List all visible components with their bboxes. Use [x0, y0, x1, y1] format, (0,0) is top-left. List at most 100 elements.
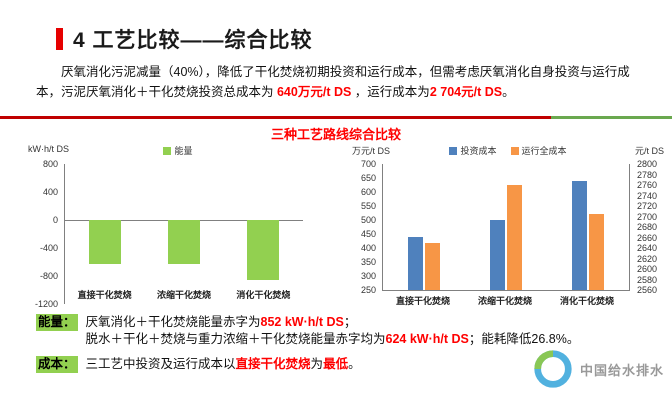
axis-tick-label: 650	[360, 173, 376, 183]
energy-note-label: 能量：	[36, 314, 78, 331]
axis-tick-label: 2620	[637, 253, 658, 264]
page-title: 4 工艺比较——综合比较	[73, 29, 313, 52]
cost-right-axis-unit: 元/t DS	[634, 146, 664, 156]
cost-note: 成本： 三工艺中投资及运行成本以直接干化焚烧为最低。	[36, 356, 636, 373]
investment-bar	[490, 220, 505, 290]
axis-tick-label: 2560	[637, 285, 658, 295]
investment-bar	[572, 180, 587, 290]
axis-tick-label: 550	[360, 201, 376, 211]
legend-item-investment: 投资成本	[449, 144, 497, 157]
energy-note-text: 厌氧消化＋干化焚烧能量赤字为852 kW·h/t DS； 脱水＋干化＋焚烧与重力…	[86, 314, 580, 348]
note-text: 厌氧消化＋干化焚烧能量赤字为	[85, 315, 261, 329]
running-cost-bar	[507, 185, 522, 290]
intro-paragraph: 厌氧消化污泥减量（40%），降低了干化焚烧初期投资和运行成本，但需考虑厌氧消化自…	[36, 62, 640, 102]
category-label: 消化干化焚烧	[236, 290, 291, 300]
energy-bar	[168, 220, 200, 264]
running-cost-bar	[425, 242, 440, 290]
axis-tick-label: 700	[360, 159, 376, 169]
energy-axis-unit: kW·h/t DS	[28, 144, 70, 154]
running-legend-label: 运行全成本	[521, 146, 567, 156]
energy-legend-label: 能量	[174, 146, 193, 156]
notes: 能量： 厌氧消化＋干化焚烧能量赤字为852 kW·h/t DS； 脱水＋干化＋焚…	[36, 314, 636, 381]
cost-left-y-axis: 700 650 600 550 500 450 400 350 300 250	[352, 159, 379, 295]
axis-tick-label: 400	[360, 243, 376, 253]
note-text: 三工艺中投资及运行成本以	[85, 357, 236, 371]
category-label: 消化干化焚烧	[559, 296, 614, 306]
energy-plot-area: 直接干化焚烧 浓缩干化焚烧 消化干化焚烧	[64, 164, 303, 304]
axis-tick-label: 250	[360, 285, 376, 295]
running-cost-bar	[589, 214, 604, 290]
running-legend-swatch	[510, 146, 519, 155]
energy-legend: 能量	[28, 144, 328, 157]
axis-tick-label: 2700	[637, 211, 658, 222]
category-label: 浓缩干化焚烧	[477, 296, 532, 306]
running-cost-highlight: 2 704元/t DS	[429, 85, 503, 99]
paragraph-text: ，运行成本为	[351, 85, 430, 99]
note-text: ；	[343, 315, 357, 329]
axis-tick-label: 800	[42, 159, 58, 169]
axis-tick-label: 2600	[637, 264, 658, 274]
paragraph-text: 厌氧消化污泥减量（40%），降低了干化焚烧初期投资和运行成本，但需考虑厌氧消化自…	[36, 65, 630, 99]
cost-note-line: 三工艺中投资及运行成本以直接干化焚烧为最低。	[86, 356, 361, 373]
energy-bar	[88, 220, 121, 264]
paragraph-text: 。	[502, 85, 515, 99]
cost-legend: 投资成本 运行全成本	[352, 144, 664, 157]
note-text: 为	[310, 357, 324, 371]
axis-tick-label: 2720	[637, 201, 658, 211]
energy-deficit-digestion: 852 kW·h/t DS	[260, 315, 344, 329]
energy-note: 能量： 厌氧消化＋干化焚烧能量赤字为852 kW·h/t DS； 脱水＋干化＋焚…	[36, 314, 636, 348]
axis-tick-label: 2580	[637, 274, 658, 285]
cost-chart: 万元/t DS 元/t DS 投资成本 运行全成本 700 650 600 550 50…	[352, 142, 664, 314]
axis-tick-label: 300	[360, 271, 376, 281]
investment-legend-label: 投资成本	[460, 146, 497, 156]
cost-note-text: 三工艺中投资及运行成本以直接干化焚烧为最低。	[86, 356, 361, 373]
investment-bar	[408, 236, 423, 290]
axis-tick-label: 2740	[637, 190, 658, 201]
cost-right-y-axis: 2800 2780 2760 2740 2720 2700 2680 2660 2640 2620…	[634, 159, 664, 295]
energy-note-line2: 脱水＋干化＋焚烧与重力浓缩＋干化焚烧能量赤字均为624 kW·h/t DS；能耗…	[86, 331, 580, 348]
axis-tick-label: -1200	[34, 299, 58, 309]
legend-item-running: 运行全成本	[510, 144, 567, 157]
axis-tick-label: 500	[360, 215, 376, 225]
legend-item-energy: 能量	[163, 144, 193, 157]
axis-tick-label: 2800	[637, 159, 658, 169]
energy-y-axis: 800 400 0 -400 -800 -1200	[28, 159, 61, 309]
investment-cost-highlight: 640万元/t DS	[276, 85, 352, 99]
energy-chart: kW·h/t DS 能量 800 400 0 -400 -800 -1200 直接干化焚烧…	[28, 142, 328, 310]
axis-tick-label: -400	[39, 243, 58, 253]
note-text: ；能耗降低26.8%。	[468, 332, 580, 346]
cost-note-label: 成本：	[36, 356, 78, 373]
axis-tick-label: 2640	[637, 243, 658, 253]
separator-line	[0, 116, 672, 119]
axis-tick-label: 2680	[637, 222, 658, 232]
title-row: 4 工艺比较——综合比较	[56, 24, 313, 54]
axis-tick-label: 2760	[637, 180, 658, 190]
energy-bar	[247, 220, 280, 280]
category-label: 直接干化焚烧	[77, 290, 132, 300]
axis-tick-label: 350	[360, 257, 376, 267]
watermark: 中国给水排水	[531, 347, 664, 391]
axis-tick-label: 400	[42, 187, 58, 197]
energy-legend-swatch	[163, 146, 172, 155]
category-label: 直接干化焚烧	[395, 296, 450, 306]
axis-tick-label: 0	[52, 215, 58, 225]
investment-legend-swatch	[449, 146, 458, 155]
lowest-cost-process: 直接干化焚烧	[235, 357, 311, 371]
cost-left-axis-unit: 万元/t DS	[352, 146, 391, 156]
note-text: 。	[348, 357, 361, 371]
axis-tick-label: 600	[360, 187, 376, 197]
cost-x-axis-labels: 直接干化焚烧 浓缩干化焚烧 消化干化焚烧	[382, 294, 628, 307]
axis-tick-label: -800	[39, 271, 58, 281]
title-accent-bar	[56, 28, 63, 50]
energy-deficit-others: 624 kW·h/t DS	[385, 332, 469, 346]
axis-tick-label: 2660	[637, 232, 658, 243]
note-text: 脱水＋干化＋焚烧与重力浓缩＋干化焚烧能量赤字均为	[85, 332, 386, 346]
axis-tick-label: 2780	[637, 169, 658, 180]
watermark-text: 中国给水排水	[579, 362, 664, 378]
axis-tick-label: 450	[360, 229, 376, 239]
energy-note-line1: 厌氧消化＋干化焚烧能量赤字为852 kW·h/t DS；	[86, 314, 580, 331]
lowest-highlight: 最低	[323, 357, 349, 371]
category-label: 浓缩干化焚烧	[156, 290, 211, 300]
charts-title: 三种工艺路线综合比较	[270, 127, 401, 142]
